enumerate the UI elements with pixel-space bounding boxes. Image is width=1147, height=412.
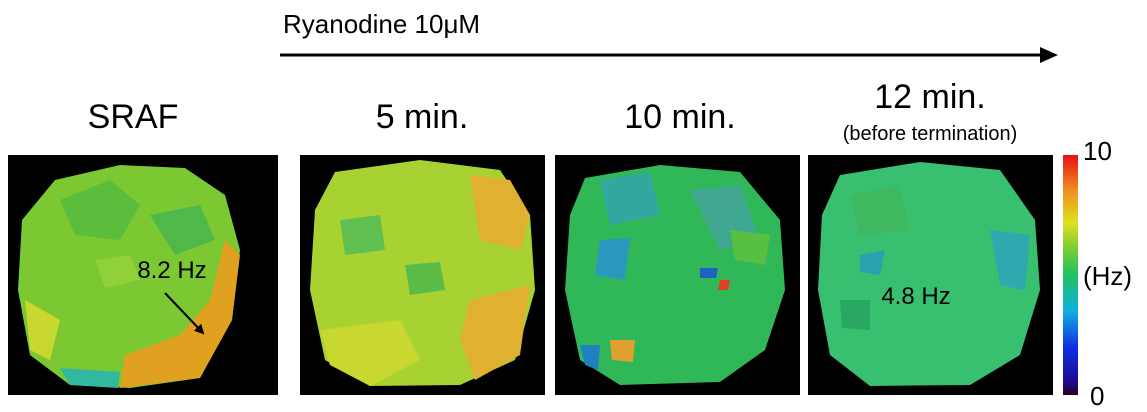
map-panel: 8.2 Hz	[8, 155, 278, 395]
map-panel: 4.8 Hz	[808, 155, 1053, 395]
map-panel	[300, 155, 545, 395]
annotation: 8.2 Hz	[137, 257, 206, 284]
annotation: 4.8 Hz	[881, 283, 950, 310]
map-panel	[555, 155, 800, 395]
panel-title: 12 min.	[874, 78, 986, 116]
figure: Ryanodine 10μM SRAF 5 min. 10 min. 12 mi…	[0, 0, 1147, 412]
colorbar-min: 0	[1090, 381, 1104, 411]
arrow-head	[1040, 47, 1058, 63]
panel-title: 5 min.	[376, 98, 469, 136]
colorbar-max: 10	[1083, 136, 1112, 166]
treatment-label: Ryanodine 10μM	[283, 9, 480, 39]
panel-subtitle: (before termination)	[843, 123, 1018, 145]
panel-title: 10 min.	[624, 98, 736, 136]
panel-title: SRAF	[88, 98, 179, 136]
colorbar-unit: (Hz)	[1083, 261, 1132, 291]
colorbar	[1063, 155, 1078, 395]
